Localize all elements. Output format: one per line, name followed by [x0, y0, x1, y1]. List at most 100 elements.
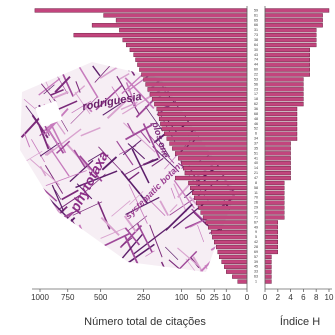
cloud-stroke [177, 182, 192, 199]
cloud-stroke [80, 127, 101, 137]
category-label: 28 [254, 245, 258, 249]
cloud-stroke [70, 96, 98, 124]
cloud-stroke [101, 156, 118, 171]
cloud-stroke [38, 125, 50, 150]
bar [181, 161, 248, 166]
x-tick-label: 250 [137, 293, 151, 302]
x-tick-label: 25 [210, 293, 219, 302]
bar [264, 175, 291, 181]
bar [264, 141, 291, 146]
cloud-stroke [151, 157, 164, 167]
cloud-stroke [60, 243, 82, 266]
category-label: 30 [254, 48, 258, 52]
category-label: 14 [254, 166, 258, 170]
x-tick-label: 500 [94, 293, 108, 302]
bar [264, 77, 304, 82]
cloud-stroke [173, 183, 187, 213]
cloud-stroke [165, 246, 179, 260]
bar [264, 264, 272, 269]
cloud-stroke [47, 256, 67, 272]
category-label: 46 [254, 122, 258, 126]
category-label: 48 [254, 117, 258, 121]
category-label: 61 [254, 13, 258, 17]
bar [264, 170, 291, 176]
cloud-stroke [56, 230, 78, 255]
bar [264, 269, 272, 274]
bar [224, 264, 248, 269]
cloud-stroke [197, 224, 205, 243]
category-label: 23 [254, 87, 258, 91]
category-label: 47 [254, 176, 258, 180]
category-label: 68 [254, 112, 258, 116]
bar [237, 279, 248, 284]
cloud-stroke [111, 200, 131, 217]
category-label: 62 [254, 102, 258, 106]
cloud-stroke [45, 170, 87, 187]
cloud-stroke [29, 62, 70, 75]
cloud-stroke [147, 132, 175, 164]
cloud-stroke [118, 72, 130, 81]
bar [143, 77, 248, 82]
category-label: 42 [254, 240, 258, 244]
x-tick-label: 0 [263, 293, 268, 302]
category-label: 58 [254, 186, 258, 190]
cloud-stroke [74, 91, 91, 115]
cloud-stroke [20, 248, 45, 272]
bar [264, 37, 317, 43]
cloud-stroke [27, 186, 38, 198]
bar [149, 92, 248, 97]
cloud-stroke [126, 122, 134, 135]
category-label: 60 [254, 68, 258, 72]
cloud-stroke [98, 146, 122, 172]
bar [198, 205, 248, 210]
cloud-stroke [192, 256, 209, 272]
bar [219, 254, 248, 260]
bar [264, 274, 272, 279]
cloud-stroke [41, 257, 69, 272]
bar [175, 151, 248, 156]
category-label: 69 [254, 250, 258, 254]
cloud-stroke [158, 139, 170, 158]
bar [145, 82, 248, 87]
cloud-stroke [39, 165, 47, 177]
bar [264, 161, 291, 166]
cloud-stroke [41, 235, 56, 249]
cloud-stroke [69, 159, 94, 183]
x-tick-label: 6 [301, 293, 306, 302]
cloud-stroke [165, 203, 193, 231]
category-label: 41 [254, 156, 258, 160]
cloud-stroke [23, 228, 36, 252]
bar [200, 210, 248, 215]
bar [226, 269, 248, 274]
bar [264, 200, 285, 205]
category-label: 11 [254, 191, 258, 195]
cloud-stroke [175, 250, 198, 272]
category-label: 57 [254, 255, 258, 259]
bar [169, 141, 248, 146]
bar [264, 239, 279, 245]
cloud-stroke [125, 124, 153, 141]
cloud-stroke [128, 184, 148, 224]
cloud-stroke [43, 124, 50, 137]
cloud-stroke [100, 216, 120, 237]
bar [188, 180, 248, 186]
cloud-stroke [127, 171, 140, 182]
cloud-stroke [124, 235, 139, 264]
bar [264, 195, 285, 200]
cloud-stroke [111, 86, 123, 104]
bar [126, 42, 248, 48]
x-tick-label: 1000 [31, 293, 49, 302]
bar [221, 259, 248, 264]
category-label: 34 [254, 137, 258, 141]
cloud-stroke [120, 233, 143, 261]
bar [264, 87, 304, 92]
category-label: 26 [254, 201, 258, 205]
bar [264, 62, 310, 67]
bar [264, 190, 285, 195]
cloud-stroke [48, 211, 74, 237]
bar [264, 47, 310, 53]
category-label: 59 [254, 8, 258, 12]
category-label: 49 [254, 225, 258, 229]
bar [264, 259, 272, 264]
category-label: 71 [254, 215, 258, 219]
